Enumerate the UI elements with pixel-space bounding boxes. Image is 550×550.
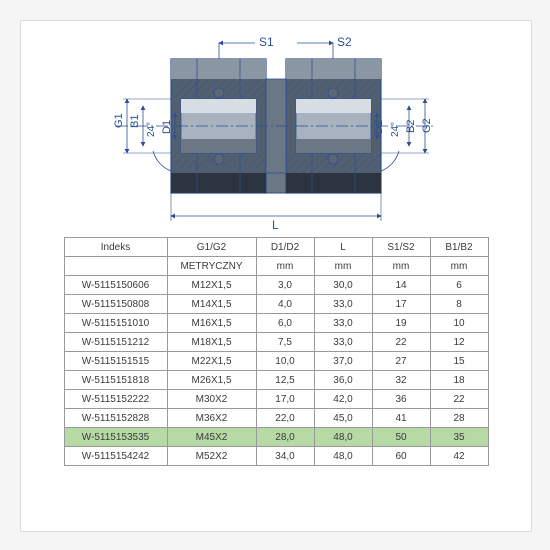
table-cell: M45X2 [167, 428, 256, 447]
table-cell: W-5115154242 [64, 447, 167, 466]
table-cell: 30,0 [314, 276, 372, 295]
table-header-row: Indeks G1/G2 D1/D2 L S1/S2 B1/B2 [64, 238, 488, 257]
table-cell: 8 [430, 295, 488, 314]
table-row: W-5115151818M26X1,512,536,03218 [64, 371, 488, 390]
table-cell: 6,0 [256, 314, 314, 333]
table-cell: 19 [372, 314, 430, 333]
table-cell: W-5115152222 [64, 390, 167, 409]
table-cell: M30X2 [167, 390, 256, 409]
label-g2: G2 [421, 118, 433, 133]
table-cell: M16X1,5 [167, 314, 256, 333]
table-cell: 6 [430, 276, 488, 295]
table-cell: 50 [372, 428, 430, 447]
table-cell: M14X1,5 [167, 295, 256, 314]
table-cell: 22 [430, 390, 488, 409]
table-row: W-5115152828M36X222,045,04128 [64, 409, 488, 428]
label-ang-l: 24° [146, 122, 157, 137]
table-cell: 18 [430, 371, 488, 390]
u-4: mm [372, 257, 430, 276]
table-cell: 41 [372, 409, 430, 428]
table-row: W-5115151212M18X1,57,533,02212 [64, 333, 488, 352]
label-l: L [272, 218, 279, 231]
table-cell: 3,0 [256, 276, 314, 295]
table-row: W-5115151010M16X1,56,033,01910 [64, 314, 488, 333]
table-cell: M52X2 [167, 447, 256, 466]
table-cell: M36X2 [167, 409, 256, 428]
table-cell: W-5115151515 [64, 352, 167, 371]
table-cell: W-5115150808 [64, 295, 167, 314]
table-cell: M26X1,5 [167, 371, 256, 390]
table-cell: M12X1,5 [167, 276, 256, 295]
th-d: D1/D2 [256, 238, 314, 257]
table-cell: 12,5 [256, 371, 314, 390]
table-cell: M18X1,5 [167, 333, 256, 352]
table-row: W-5115150808M14X1,54,033,0178 [64, 295, 488, 314]
table-units-row: METRYCZNY mm mm mm mm [64, 257, 488, 276]
table-cell: W-5115150606 [64, 276, 167, 295]
th-s: S1/S2 [372, 238, 430, 257]
table-cell: 36 [372, 390, 430, 409]
table-cell: 33,0 [314, 295, 372, 314]
table-cell: 33,0 [314, 314, 372, 333]
table-cell: 22 [372, 333, 430, 352]
label-g1: G1 [113, 113, 125, 128]
table-cell: 42 [430, 447, 488, 466]
table-row: W-5115153535M45X228,048,05035 [64, 428, 488, 447]
table-cell: 27 [372, 352, 430, 371]
technical-diagram: S1 S2 L G1 B1 24° D1 D2 [21, 21, 531, 231]
label-ang-r: 24° [390, 122, 401, 137]
table-cell: W-5115151818 [64, 371, 167, 390]
table-cell: 28,0 [256, 428, 314, 447]
label-b2: B2 [405, 120, 417, 133]
table-cell: 15 [430, 352, 488, 371]
table-cell: 12 [430, 333, 488, 352]
th-indeks: Indeks [64, 238, 167, 257]
table-cell: 60 [372, 447, 430, 466]
table-cell: 28 [430, 409, 488, 428]
table-cell: 17 [372, 295, 430, 314]
table-row: W-5115154242M52X234,048,06042 [64, 447, 488, 466]
table-cell: 42,0 [314, 390, 372, 409]
label-s1: S1 [259, 35, 274, 49]
th-g: G1/G2 [167, 238, 256, 257]
table-cell: 34,0 [256, 447, 314, 466]
table-cell: 33,0 [314, 333, 372, 352]
table-cell: 4,0 [256, 295, 314, 314]
table-cell: 17,0 [256, 390, 314, 409]
table-cell: W-5115152828 [64, 409, 167, 428]
label-b1: B1 [129, 115, 141, 128]
table-cell: 48,0 [314, 447, 372, 466]
th-l: L [314, 238, 372, 257]
u-0 [64, 257, 167, 276]
table-cell: 10,0 [256, 352, 314, 371]
th-b: B1/B2 [430, 238, 488, 257]
table-cell: 22,0 [256, 409, 314, 428]
table-cell: 10 [430, 314, 488, 333]
table-cell: 45,0 [314, 409, 372, 428]
u-2: mm [256, 257, 314, 276]
u-5: mm [430, 257, 488, 276]
spec-table: Indeks G1/G2 D1/D2 L S1/S2 B1/B2 METRYCZ… [64, 237, 489, 466]
u-1: METRYCZNY [167, 257, 256, 276]
table-cell: 35 [430, 428, 488, 447]
label-d1: D1 [161, 120, 173, 134]
table-row: W-5115151515M22X1,510,037,02715 [64, 352, 488, 371]
table-cell: M22X1,5 [167, 352, 256, 371]
table-cell: 48,0 [314, 428, 372, 447]
label-s2: S2 [337, 35, 352, 49]
table-cell: W-5115153535 [64, 428, 167, 447]
table-cell: 7,5 [256, 333, 314, 352]
table-cell: 32 [372, 371, 430, 390]
table-cell: 36,0 [314, 371, 372, 390]
u-3: mm [314, 257, 372, 276]
table-cell: W-5115151010 [64, 314, 167, 333]
label-d2: D2 [373, 120, 385, 134]
table-cell: 37,0 [314, 352, 372, 371]
table-cell: 14 [372, 276, 430, 295]
table-row: W-5115152222M30X217,042,03622 [64, 390, 488, 409]
table-row: W-5115150606M12X1,53,030,0146 [64, 276, 488, 295]
table-cell: W-5115151212 [64, 333, 167, 352]
